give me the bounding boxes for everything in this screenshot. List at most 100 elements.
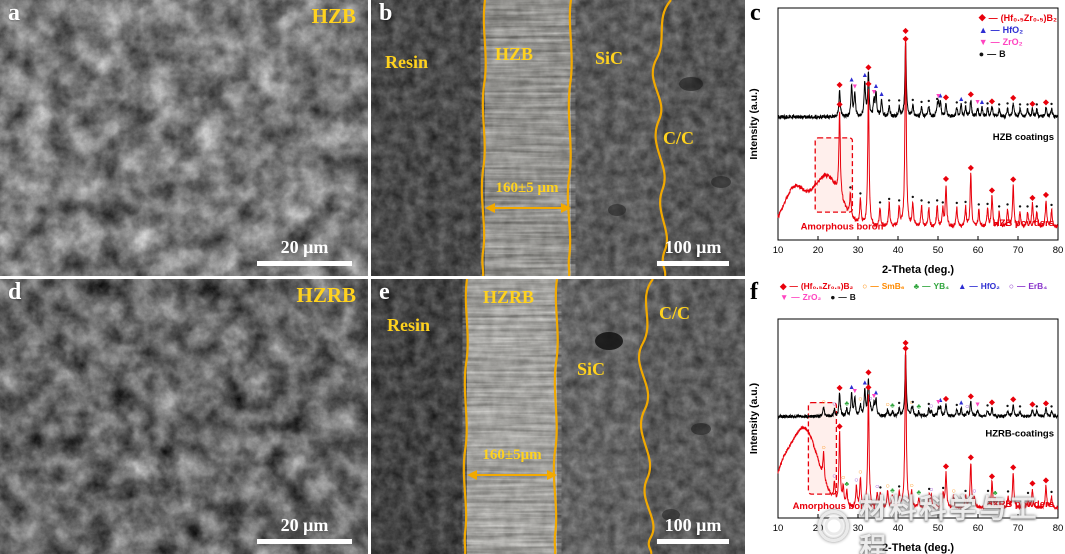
peak-marker: ● [998,102,1001,108]
peak-marker: ◆ [1029,478,1036,487]
panel-letter: b [379,0,393,26]
interface-sic-cc [637,279,655,554]
y-axis-label: Intensity (a.u.) [748,383,760,454]
peak-marker: ◆ [1029,193,1036,202]
peak-marker: ● [986,202,989,208]
peak-marker: ▼ [935,399,942,406]
peak-marker: ▼ [871,393,878,400]
peak-marker: ◆ [989,398,996,407]
watermark: 材料科学与工程 [818,487,1065,554]
peak-marker: ○ [909,483,913,490]
annotation-label: Amorphous boron [793,501,876,512]
peak-marker: ◆ [1043,475,1050,484]
peak-marker: ▲ [861,72,868,79]
peak-marker: ● [936,96,939,102]
peak-marker: ◆ [903,26,910,35]
x-tick-label: 10 [773,245,784,256]
x-tick-label: 80 [1053,523,1064,534]
legend-item: ● — B [830,292,856,302]
peak-marker: ◆ [1010,175,1017,184]
cc-label: C/C [659,303,690,323]
xrd-trace [777,354,1059,420]
coating-label: HZRB [483,287,535,307]
peak-marker: ● [1006,202,1009,208]
peak-marker: ○ [858,396,862,403]
peak-marker: ● [1018,404,1021,410]
scale-bar-line [257,261,352,266]
peak-marker: ● [898,98,901,104]
x-tick-label: 30 [853,523,864,534]
peak-marker: ● [936,198,939,204]
peak-marker: ● [888,196,891,202]
legend-item: ▼ — ZrO₂ [978,37,1023,47]
peak-marker: ○ [832,401,836,408]
thickness-label: 160±5 μm [495,180,559,196]
panel-d: d HZRB 20 μm [0,279,368,554]
peak-marker: ● [898,198,901,204]
sem-surface-image-hzb [0,0,368,276]
scale-bar-label: 20 μm [280,237,329,257]
peak-marker: ● [1035,404,1038,410]
peak-marker: ● [986,403,989,409]
thickness-arrow [485,203,571,213]
peak-marker: ● [1050,101,1053,107]
legend-item: ◆ — (Hf₀.₅Zr₀.₅)B₂ [978,12,1057,23]
peak-marker: ○ [965,404,969,411]
peak-marker: ● [927,402,930,408]
peak-marker: ▼ [974,402,981,409]
peak-marker: ● [1035,102,1038,108]
peak-marker: ● [859,191,862,197]
peak-marker: ▼ [851,388,858,395]
peak-marker: ○ [929,487,933,494]
peak-marker: ● [941,200,944,206]
peak-marker: ◆ [989,471,996,480]
x-tick-label: 10 [773,523,784,534]
peak-marker: ● [964,200,967,206]
peak-marker: ○ [875,484,879,491]
amorphous-region-box [814,137,854,213]
peak-marker: ◆ [968,90,975,99]
peak-marker: ♣ [993,490,998,497]
peak-marker: ◆ [1043,190,1050,199]
peak-marker: ◆ [865,62,872,71]
legend: ◆ — (Hf₀.₅Zr₀.₅)B₂ ○ — SmB₆ ♣ — YB₄ ▲ — HfO₂ ○ — ErB₄ ▼… [780,281,1063,302]
peak-marker: ● [1018,204,1021,210]
peak-marker: ● [1026,102,1029,108]
scale-bar: 100 μm [657,237,729,266]
peak-marker: ▲ [861,380,868,387]
peak-marker: ◆ [837,383,844,392]
resin-label: Resin [387,315,431,335]
peak-marker: ○ [841,475,845,482]
peak-marker: ◆ [837,100,844,109]
legend-item: ○ — ErB₄ [1008,281,1048,291]
interface-coating-sic [566,0,573,276]
amorphous-region-box [807,401,838,495]
sic-label: SiC [595,48,624,68]
peak-marker: ▲ [848,384,855,391]
xrd-trace [777,348,1059,511]
peak-marker: ● [920,100,923,106]
peak-marker: ○ [821,399,825,406]
peak-marker: ▼ [851,84,858,91]
scale-bar: 20 μm [257,237,352,266]
legend-item: ▲ — HfO₂ [978,25,1024,35]
peak-marker: ○ [868,395,872,402]
x-tick-label: 20 [813,245,824,256]
interface-resin-coating [462,279,469,554]
legend-item: ♣ — YB₄ [913,281,950,291]
peak-marker: ▼ [871,89,878,96]
peak-marker: ♣ [917,489,922,496]
peak-marker: ● [1018,102,1021,108]
peak-marker: ● [986,489,989,495]
x-tick-label: 60 [973,245,984,256]
peak-marker: ◆ [865,368,872,377]
thickness-arrow [467,470,557,480]
peak-marker: ◆ [968,392,975,401]
panel-letter: a [8,0,20,26]
panel-a: a HZB 20 μm [0,0,368,276]
peak-marker: ● [1050,489,1053,495]
peak-marker: ◆ [865,383,872,392]
peak-marker: ● [920,198,923,204]
peak-marker: ▲ [878,91,885,98]
